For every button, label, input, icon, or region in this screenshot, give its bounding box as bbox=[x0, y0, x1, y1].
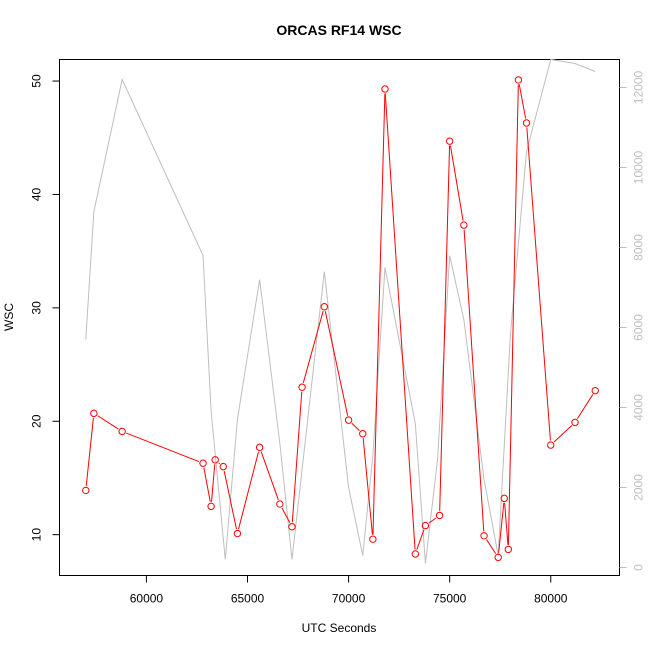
data-point bbox=[460, 221, 468, 229]
series-segment bbox=[428, 517, 437, 524]
y-tick-label: 10 bbox=[30, 528, 44, 542]
series-segment bbox=[281, 507, 291, 524]
x-tick-label: 65000 bbox=[231, 592, 265, 606]
data-point bbox=[199, 459, 207, 467]
data-point bbox=[435, 511, 444, 520]
data-point bbox=[571, 418, 579, 427]
series-segment bbox=[223, 470, 237, 530]
series-segment bbox=[203, 467, 211, 502]
series-segment bbox=[324, 311, 349, 416]
y-tick-label: 20 bbox=[30, 414, 44, 428]
data-point bbox=[344, 416, 353, 424]
x-tick-label: 60000 bbox=[130, 592, 164, 606]
chart-title: ORCAS RF14 WSC bbox=[276, 22, 401, 38]
series-segment bbox=[498, 502, 505, 553]
series-segment bbox=[486, 539, 497, 554]
data-point bbox=[82, 486, 90, 495]
series-segment bbox=[518, 84, 527, 119]
series-segment bbox=[291, 391, 303, 523]
series-segment bbox=[416, 529, 425, 550]
series-line bbox=[85, 58, 596, 564]
series-segment bbox=[553, 425, 573, 443]
x-tick-label: 75000 bbox=[433, 592, 467, 606]
y2-tick-label: 8000 bbox=[632, 234, 646, 261]
data-point bbox=[504, 545, 513, 554]
series-segment bbox=[439, 145, 451, 511]
red-series bbox=[82, 76, 599, 562]
data-point bbox=[591, 386, 599, 395]
data-point bbox=[211, 456, 219, 464]
series-segment bbox=[507, 84, 519, 545]
data-point bbox=[480, 532, 488, 540]
x-axis-label: UTC Seconds bbox=[302, 621, 377, 635]
data-point bbox=[381, 85, 389, 93]
y2-tick-label: 0 bbox=[632, 564, 646, 571]
gray-series bbox=[85, 58, 596, 564]
series-segment bbox=[97, 415, 119, 430]
y-tick-label: 40 bbox=[30, 187, 44, 201]
x-tick-label: 70000 bbox=[332, 592, 366, 606]
series-segment bbox=[260, 451, 279, 500]
data-point bbox=[494, 553, 502, 562]
data-point bbox=[255, 443, 264, 452]
data-point bbox=[219, 462, 227, 471]
y2-tick-label: 10000 bbox=[632, 150, 646, 184]
data-point bbox=[522, 119, 531, 127]
series-segment bbox=[449, 145, 464, 221]
series-segment bbox=[526, 127, 551, 441]
series-segment bbox=[362, 438, 373, 535]
series-segment bbox=[126, 432, 200, 463]
data-point bbox=[514, 76, 523, 84]
series-segment bbox=[85, 417, 94, 487]
series-segment bbox=[218, 462, 221, 465]
data-point bbox=[359, 430, 367, 438]
data-point bbox=[411, 550, 420, 558]
data-point bbox=[276, 500, 284, 508]
y2-tick-label: 6000 bbox=[632, 314, 646, 341]
series-segment bbox=[463, 229, 485, 532]
series-layer bbox=[82, 58, 599, 564]
y-tick-label: 50 bbox=[30, 74, 44, 88]
y2-tick-label: 12000 bbox=[632, 70, 646, 104]
data-point bbox=[320, 303, 329, 311]
y-axis-left: 10 20 30 40 50 bbox=[30, 74, 60, 541]
series-segment bbox=[238, 451, 260, 530]
data-point bbox=[233, 529, 242, 538]
series-segment bbox=[351, 422, 360, 431]
series-segment bbox=[211, 464, 216, 502]
data-point bbox=[421, 521, 430, 530]
y-axis-right: 0 2000 4000 6000 8000 10000 12000 bbox=[619, 70, 646, 571]
data-point bbox=[445, 137, 454, 145]
y-axis-label: WSC bbox=[2, 303, 16, 331]
y-tick-label: 30 bbox=[30, 301, 44, 315]
data-point bbox=[288, 523, 296, 531]
series-segment bbox=[372, 93, 386, 535]
x-tick-label: 80000 bbox=[534, 592, 568, 606]
data-point bbox=[90, 409, 98, 418]
data-point bbox=[500, 494, 508, 503]
series-segment bbox=[384, 93, 416, 550]
data-point bbox=[118, 427, 126, 436]
x-axis: 60000 65000 70000 75000 80000 bbox=[130, 575, 568, 606]
data-point bbox=[547, 441, 555, 449]
y2-tick-label: 4000 bbox=[632, 394, 646, 421]
series-segment bbox=[302, 310, 324, 384]
data-point bbox=[207, 502, 215, 511]
plot-frame bbox=[59, 59, 620, 576]
series-segment bbox=[577, 394, 594, 419]
data-point bbox=[369, 535, 377, 543]
y2-tick-label: 2000 bbox=[632, 474, 646, 501]
data-point bbox=[298, 383, 306, 391]
series-segment bbox=[504, 502, 509, 545]
